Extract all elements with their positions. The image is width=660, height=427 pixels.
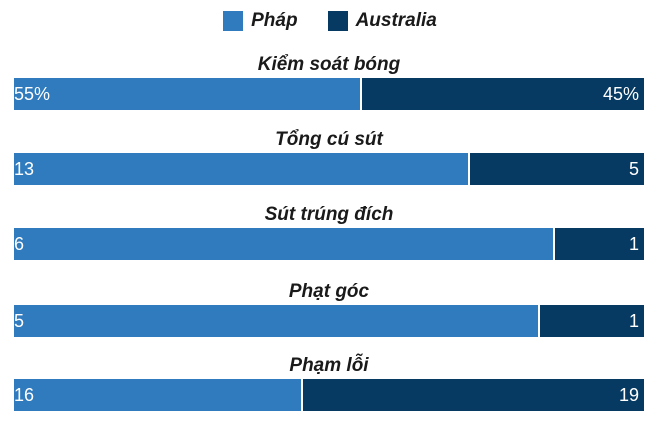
- value-label-team-b: 5: [628, 159, 639, 179]
- stat-group: Phạt góc 5 1: [14, 279, 644, 337]
- stat-group: Tổng cú sút 13 5: [14, 127, 644, 185]
- value-label-team-a: 13: [14, 159, 35, 179]
- legend-item-team-b: Australia: [327, 10, 437, 32]
- stat-bar: 13 5: [14, 153, 644, 185]
- bar-segment-team-a: 16: [14, 379, 302, 411]
- bar-segment-team-b: 5: [469, 153, 644, 185]
- stat-title: Phạt góc: [288, 281, 370, 302]
- bar-segment-team-b: 45%: [361, 78, 644, 110]
- value-label-team-b: 1: [628, 234, 639, 254]
- value-label-team-b: 1: [628, 311, 639, 331]
- legend-label-team-b: Australia: [355, 10, 437, 31]
- bar-segment-team-a: 6: [14, 228, 554, 260]
- bar-segment-team-b: 1: [554, 228, 644, 260]
- stat-group: Kiểm soát bóng 55% 45%: [14, 52, 644, 110]
- legend-item-team-a: Pháp: [223, 10, 298, 32]
- bar-segment-team-a: 13: [14, 153, 469, 185]
- bar-segment-team-a: 55%: [14, 78, 361, 110]
- value-label-team-a: 16: [14, 385, 35, 405]
- value-label-team-a: 6: [14, 234, 25, 254]
- legend-label-team-a: Pháp: [251, 10, 298, 31]
- bar-segment-team-b: 19: [302, 379, 644, 411]
- stat-bar: 55% 45%: [14, 78, 644, 110]
- stat-group: Sút trúng đích 6 1: [14, 202, 644, 260]
- stat-title: Kiểm soát bóng: [257, 54, 401, 75]
- stat-title: Sút trúng đích: [264, 204, 394, 225]
- value-label-team-b: 45%: [602, 84, 639, 104]
- value-label-team-a: 55%: [14, 84, 51, 104]
- legend: Pháp Australia: [0, 10, 660, 32]
- value-label-team-b: 19: [618, 385, 639, 405]
- legend-swatch-team-a: [223, 11, 244, 31]
- stat-group: Phạm lỗi 16 19: [14, 353, 644, 411]
- legend-swatch-team-b: [327, 11, 348, 31]
- stat-title: Tổng cú sút: [275, 129, 383, 150]
- stat-bar: 16 19: [14, 379, 644, 411]
- stat-title: Phạm lỗi: [289, 355, 369, 376]
- bar-segment-team-a: 5: [14, 305, 539, 337]
- value-label-team-a: 5: [14, 311, 25, 331]
- bar-segment-team-b: 1: [539, 305, 644, 337]
